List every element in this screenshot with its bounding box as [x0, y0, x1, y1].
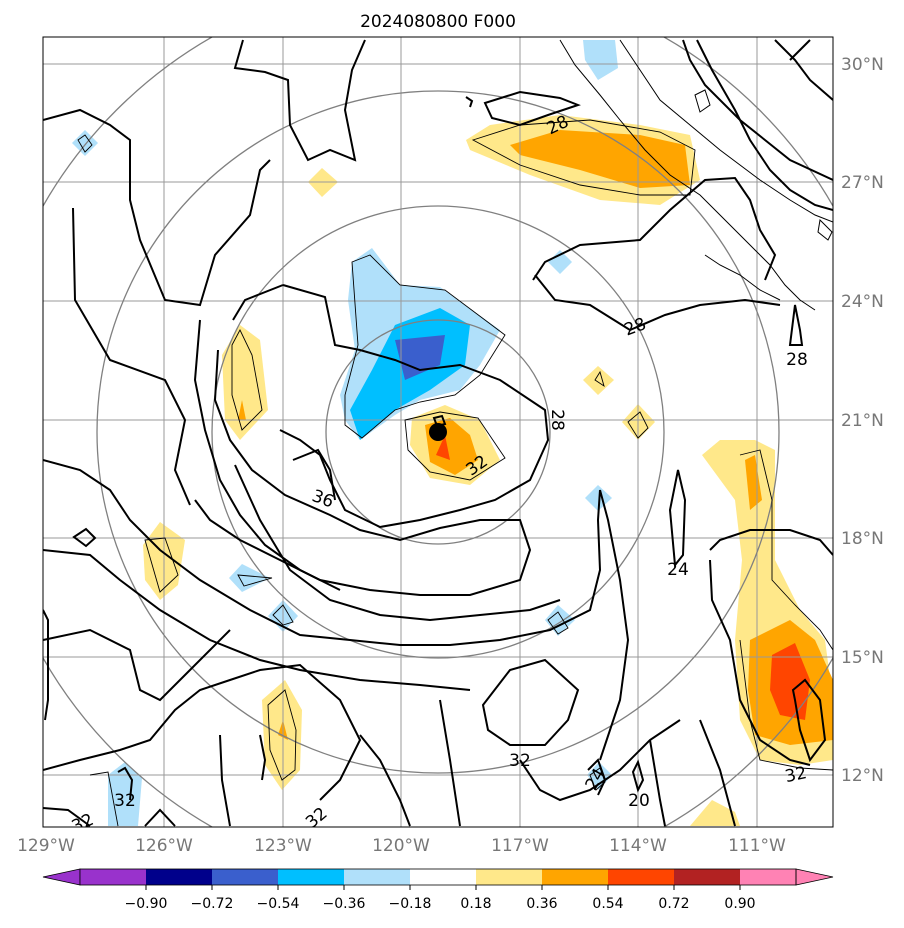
colorbar-ticks — [145, 885, 741, 890]
contour-labels: 28 28 28 28 32 36 24 32 32 24 20 32 32 3… — [69, 112, 809, 827]
lon-label: 120°W — [372, 836, 430, 856]
lon-label: 126°W — [135, 836, 193, 856]
lon-label: 117°W — [491, 836, 549, 856]
map-panel: 28 28 28 28 32 36 24 32 32 24 20 32 32 3… — [43, 37, 833, 827]
colorbar-tick-label: 0.72 — [658, 896, 689, 912]
contour-label: 20 — [628, 791, 650, 811]
colorbar-tick-label: 0.18 — [460, 896, 491, 912]
colorbar-bin — [212, 869, 278, 885]
colorbar-tick-label: −0.36 — [323, 896, 366, 912]
lon-label: 129°W — [17, 836, 75, 856]
colorbar-bin — [542, 869, 608, 885]
lat-label: 12°N — [841, 766, 884, 786]
lon-label: 123°W — [254, 836, 312, 856]
lat-label: 21°N — [841, 411, 884, 431]
lon-label: 114°W — [609, 836, 667, 856]
colorbar-low-extend — [42, 868, 81, 886]
colorbar-tick-label: −0.72 — [191, 896, 234, 912]
colorbar-bin — [674, 869, 740, 885]
colorbar-bin — [740, 869, 796, 885]
colorbar-tick-labels: −0.90 −0.72 −0.54 −0.36 −0.18 0.18 0.36 … — [125, 896, 756, 912]
gridlines — [43, 37, 833, 827]
colorbar-high-extend — [795, 868, 834, 886]
range-rings — [43, 37, 833, 827]
lat-label: 24°N — [841, 292, 884, 312]
storm-center-marker — [429, 414, 447, 441]
lat-label: 15°N — [841, 648, 884, 668]
colorbar-tick-label: 0.54 — [592, 896, 623, 912]
storm-center-dot — [429, 423, 447, 441]
map-title: 2024080800 F000 — [360, 12, 516, 32]
colorbar-bin — [146, 869, 212, 885]
lon-label: 111°W — [728, 836, 786, 856]
lat-label: 30°N — [841, 55, 884, 75]
contour-label: 28 — [786, 350, 808, 370]
map-frame — [42, 36, 834, 828]
thick-contours — [43, 39, 833, 827]
lat-label: 18°N — [841, 529, 884, 549]
colorbar-bin — [476, 869, 542, 885]
contour-label: 32 — [783, 763, 808, 787]
colorbar: −0.90 −0.72 −0.54 −0.36 −0.18 0.18 0.36 … — [42, 868, 834, 912]
colorbar-tick-label: 0.36 — [526, 896, 557, 912]
colorbar-bin — [608, 869, 674, 885]
lat-label: 27°N — [841, 173, 884, 193]
colorbar-bin — [278, 869, 344, 885]
lon-labels: 129°W 126°W 123°W 120°W 117°W 114°W 111°… — [17, 836, 786, 856]
contour-label: 32 — [114, 791, 136, 811]
contour-label: 28 — [547, 409, 567, 431]
colorbar-bin — [344, 869, 410, 885]
colorbar-tick-label: −0.54 — [257, 896, 300, 912]
colorbar-tick-label: −0.18 — [389, 896, 432, 912]
coastline — [559, 39, 833, 311]
contour-label: 32 — [509, 751, 531, 771]
colorbar-tick-label: −0.90 — [125, 896, 168, 912]
colorbar-frame — [79, 868, 797, 886]
lat-labels: 30°N 27°N 24°N 21°N 18°N 15°N 12°N — [841, 55, 884, 786]
colorbar-bin — [80, 869, 146, 885]
colorbar-tick-label: 0.90 — [724, 896, 755, 912]
colorbar-bin — [410, 869, 476, 885]
contour-label: 24 — [667, 560, 689, 580]
thin-contours — [77, 119, 833, 827]
